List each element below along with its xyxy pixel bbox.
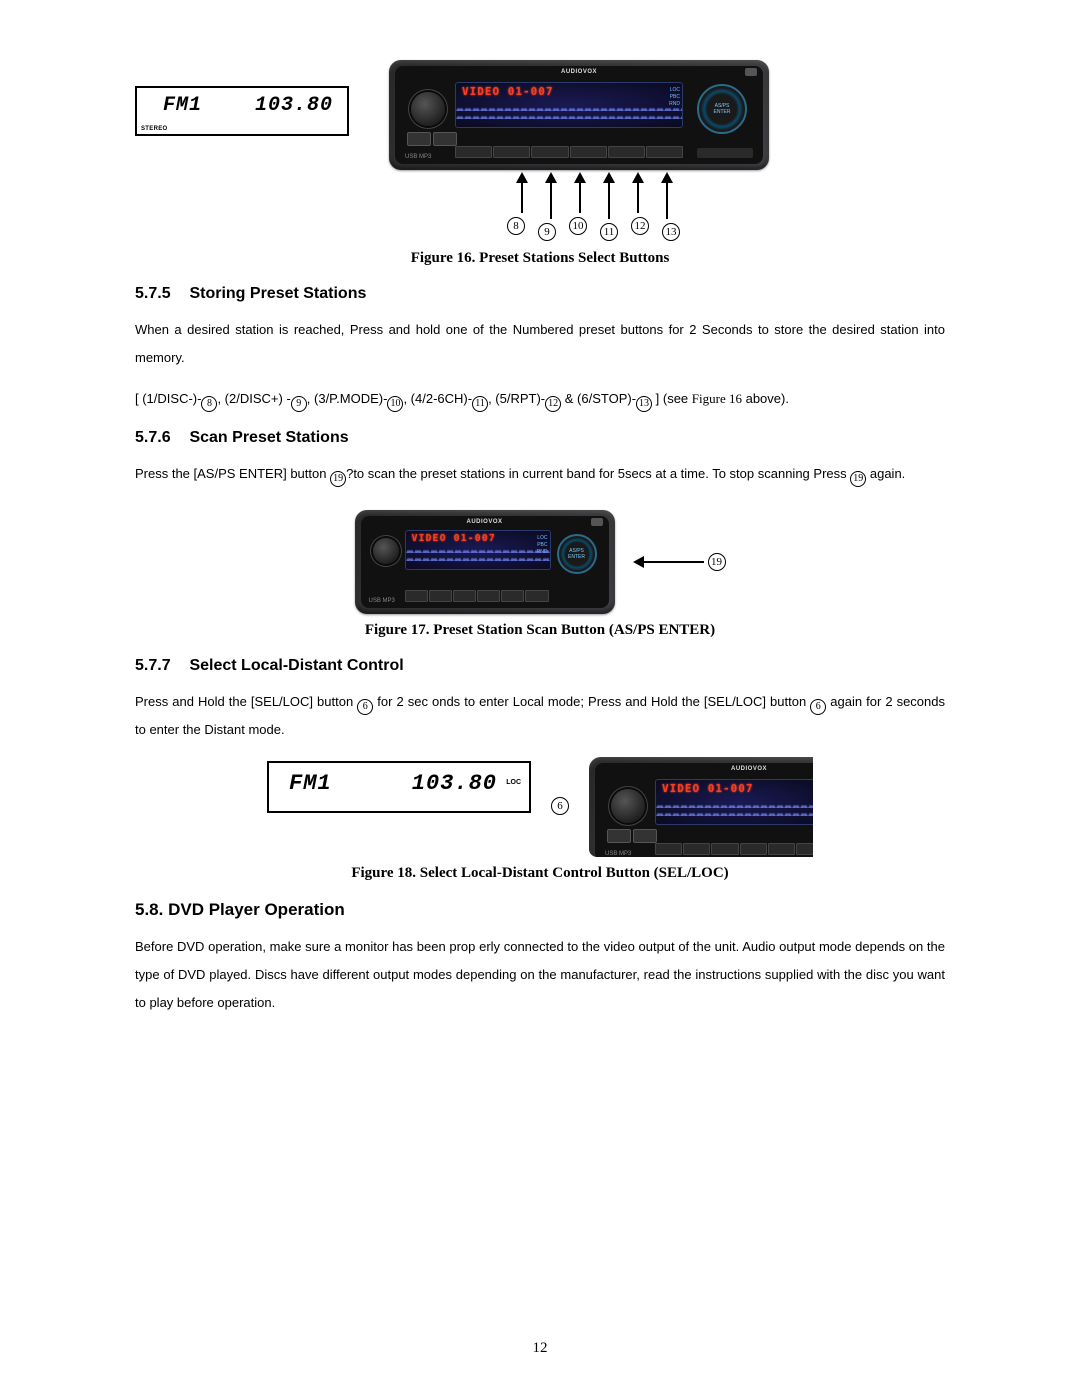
callout-number: 6 bbox=[551, 797, 569, 815]
callout-number: 10 bbox=[569, 217, 587, 235]
callout-number: 12 bbox=[631, 217, 649, 235]
nav-buttons-icon bbox=[697, 148, 753, 158]
paragraph: [ (1/DISC-)-8, (2/DISC+) -9, (3/P.MODE)-… bbox=[135, 385, 945, 413]
lcd-display-small: FM1 103.80 STEREO bbox=[135, 60, 349, 136]
section-number: 5.7.6 bbox=[135, 429, 185, 447]
paragraph: Before DVD operation, make sure a monito… bbox=[135, 933, 945, 1017]
inline-callout: 12 bbox=[545, 396, 561, 412]
mp3-badge: USB MP3 bbox=[405, 154, 431, 160]
head-unit-cropped-illustration: AUDIOVOX VIDEO 01-007 USB MP3 bbox=[589, 757, 813, 857]
mp3-badge: USB MP3 bbox=[605, 851, 631, 857]
lcd-frequency: 103.80 bbox=[255, 94, 333, 117]
section-number: 5.7.5 bbox=[135, 285, 185, 303]
inline-callout: 19 bbox=[330, 471, 346, 487]
screen-text: VIDEO 01-007 bbox=[412, 533, 496, 544]
head-unit-illustration: AUDIOVOX VIDEO 01-007 LOC PBC RND AS/PS … bbox=[389, 60, 769, 170]
asps-ring-icon: AS/PS ENTER bbox=[557, 534, 597, 574]
ring-label: AS/PS ENTER bbox=[568, 548, 585, 560]
lcd-frequency: 103.80 bbox=[412, 771, 497, 796]
callout-arrow bbox=[565, 172, 595, 219]
callout-arrow bbox=[623, 172, 653, 219]
volume-knob-icon bbox=[411, 92, 445, 126]
volume-knob-icon bbox=[611, 789, 645, 823]
screen-text: VIDEO 01-007 bbox=[662, 782, 753, 795]
lcd-display-large: FM1 103.80 LOC bbox=[267, 761, 531, 813]
dvd-logo-icon bbox=[591, 518, 603, 526]
dvd-logo-icon bbox=[745, 68, 757, 76]
callout-number: 9 bbox=[538, 223, 556, 241]
head-unit-illustration: AUDIOVOX VIDEO 01-007 LOC PBC RND AS/PS … bbox=[355, 510, 615, 614]
inline-callout: 6 bbox=[357, 699, 373, 715]
section-heading: 5.7.6 Scan Preset Stations bbox=[135, 429, 945, 447]
callout-number: 19 bbox=[708, 553, 726, 571]
callout-arrow bbox=[536, 172, 566, 219]
inline-callout: 9 bbox=[291, 396, 307, 412]
figure-18: FM1 103.80 LOC 6 AUDIOVOX VIDEO 01-007 bbox=[135, 757, 945, 857]
section-number: 5.7.7 bbox=[135, 657, 185, 675]
inline-callout: 11 bbox=[472, 396, 488, 412]
lcd-band: FM1 bbox=[289, 771, 332, 796]
figure-16: FM1 103.80 STEREO AUDIOVOX VIDEO 01-007 … bbox=[135, 60, 945, 242]
asps-ring-icon: AS/PS ENTER bbox=[697, 84, 747, 134]
section-title: Select Local-Distant Control bbox=[189, 657, 403, 674]
head-unit-screen: VIDEO 01-007 bbox=[655, 779, 813, 825]
inline-callout: 10 bbox=[387, 396, 403, 412]
ring-label: AS/PS ENTER bbox=[714, 103, 731, 115]
callout-number: 8 bbox=[507, 217, 525, 235]
figure-17-caption: Figure 17. Preset Station Scan Button (A… bbox=[135, 622, 945, 639]
open-button-icon bbox=[407, 132, 431, 146]
lcd-stereo-label: STEREO bbox=[141, 126, 167, 132]
brand-label: AUDIOVOX bbox=[731, 766, 767, 772]
paragraph: Press and Hold the [SEL/LOC] button 6 fo… bbox=[135, 688, 945, 744]
section-heading: 5.7.5 Storing Preset Stations bbox=[135, 285, 945, 303]
open-button-icon bbox=[607, 829, 631, 843]
head-unit-screen: VIDEO 01-007 LOC PBC RND bbox=[455, 82, 683, 128]
screen-text: VIDEO 01-007 bbox=[462, 85, 553, 98]
volume-knob-icon bbox=[373, 538, 399, 564]
inline-callout: 19 bbox=[850, 471, 866, 487]
callout-arrow-left: 19 bbox=[633, 553, 726, 571]
callout-number: 13 bbox=[662, 223, 680, 241]
brand-label: AUDIOVOX bbox=[561, 69, 597, 75]
mute-button-icon bbox=[633, 829, 657, 843]
mp3-badge: USB MP3 bbox=[369, 598, 395, 604]
section-title: Scan Preset Stations bbox=[189, 429, 348, 446]
section-heading: 5.7.7 Select Local-Distant Control bbox=[135, 657, 945, 675]
preset-buttons-row bbox=[455, 146, 683, 158]
callout-arrow bbox=[507, 172, 537, 219]
figure-17: AUDIOVOX VIDEO 01-007 LOC PBC RND AS/PS … bbox=[135, 510, 945, 614]
callout-arrow bbox=[594, 172, 624, 219]
page-number: 12 bbox=[533, 1340, 548, 1357]
inline-callout: 13 bbox=[636, 396, 652, 412]
section-heading: 5.8. DVD Player Operation bbox=[135, 900, 945, 920]
preset-buttons-row bbox=[405, 590, 549, 602]
figure-16-caption: Figure 16. Preset Stations Select Button… bbox=[135, 250, 945, 267]
brand-label: AUDIOVOX bbox=[466, 519, 502, 525]
preset-buttons-row bbox=[655, 843, 813, 855]
paragraph: When a desired station is reached, Press… bbox=[135, 316, 945, 372]
inline-callout: 8 bbox=[201, 396, 217, 412]
mute-button-icon bbox=[433, 132, 457, 146]
figure-18-caption: Figure 18. Select Local-Distant Control … bbox=[135, 865, 945, 882]
figure-reference: Figure 16 bbox=[692, 391, 742, 406]
lcd-loc-label: LOC bbox=[506, 779, 521, 786]
section-title: Storing Preset Stations bbox=[189, 285, 366, 302]
inline-callout: 6 bbox=[810, 699, 826, 715]
callout-number: 11 bbox=[600, 223, 618, 241]
head-unit-screen: VIDEO 01-007 LOC PBC RND bbox=[405, 530, 551, 570]
lcd-band: FM1 bbox=[163, 94, 202, 117]
paragraph: Press the [AS/PS ENTER] button 19?to sca… bbox=[135, 460, 945, 488]
callout-arrow bbox=[652, 172, 682, 219]
